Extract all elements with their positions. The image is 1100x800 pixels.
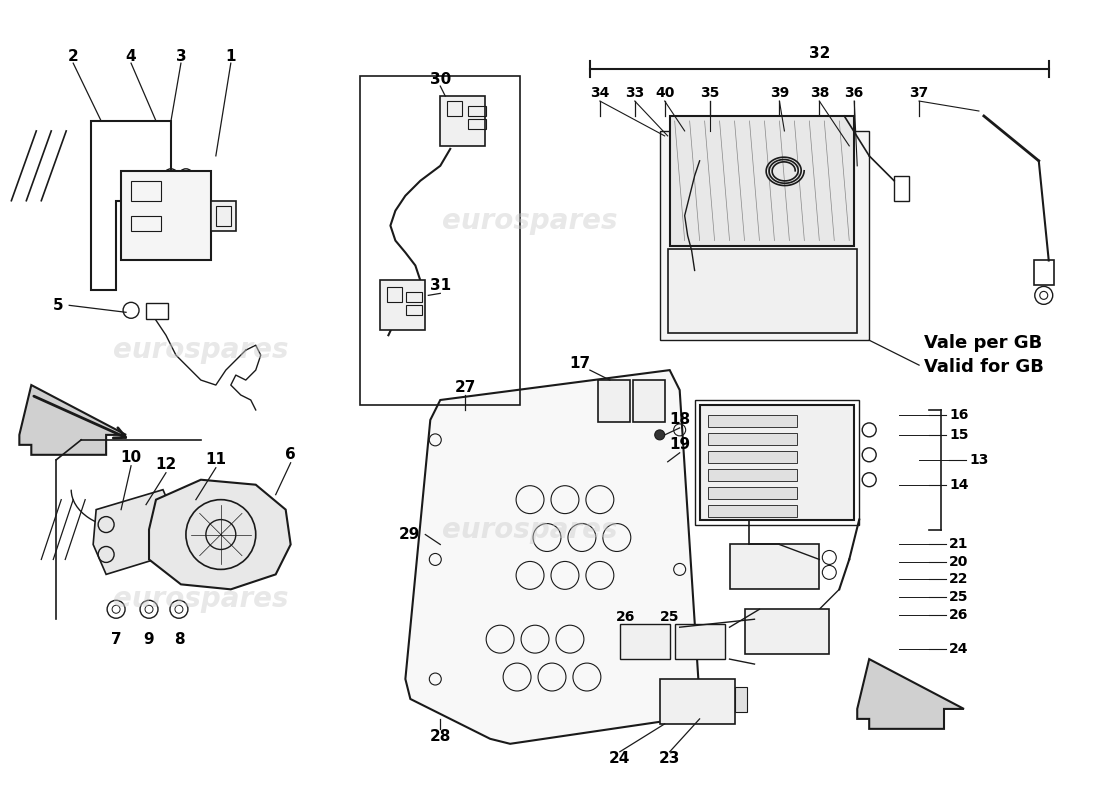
Bar — [440, 96, 485, 146]
Text: 29: 29 — [399, 527, 420, 542]
Text: 18: 18 — [669, 413, 690, 427]
Bar — [387, 287, 403, 302]
Bar — [729, 545, 820, 590]
Text: 26: 26 — [949, 608, 968, 622]
Text: 10: 10 — [121, 450, 142, 466]
Bar — [707, 486, 798, 498]
Text: 21: 21 — [949, 538, 968, 551]
Text: Vale per GB
Valid for GB: Vale per GB Valid for GB — [924, 334, 1044, 376]
Bar — [121, 170, 211, 261]
Text: 16: 16 — [949, 408, 968, 422]
Bar — [469, 106, 486, 116]
Polygon shape — [857, 659, 964, 729]
Text: 2: 2 — [68, 49, 78, 64]
Text: eurospares: eurospares — [442, 206, 618, 234]
Bar — [469, 119, 486, 129]
Polygon shape — [148, 480, 290, 590]
Bar — [381, 281, 426, 330]
Text: 40: 40 — [654, 86, 674, 100]
Bar — [131, 181, 161, 201]
Bar — [707, 433, 798, 445]
Text: 33: 33 — [625, 86, 645, 100]
Bar — [406, 292, 422, 302]
Text: 22: 22 — [949, 572, 968, 586]
Bar — [707, 505, 798, 517]
Text: 3: 3 — [176, 49, 186, 64]
Text: eurospares: eurospares — [442, 515, 618, 543]
Text: 11: 11 — [206, 452, 227, 467]
Bar — [619, 624, 670, 659]
Bar — [707, 451, 798, 462]
Text: 37: 37 — [910, 86, 928, 100]
Text: 38: 38 — [810, 86, 829, 100]
Text: 13: 13 — [969, 453, 988, 466]
Text: 24: 24 — [609, 751, 630, 766]
Text: 7: 7 — [111, 632, 121, 646]
Text: 39: 39 — [770, 86, 789, 100]
Bar — [448, 101, 462, 116]
Bar — [632, 380, 664, 422]
Text: 20: 20 — [949, 555, 968, 570]
Circle shape — [654, 430, 664, 440]
Bar — [700, 405, 855, 519]
Text: 34: 34 — [591, 86, 609, 100]
Polygon shape — [94, 490, 176, 574]
Bar — [660, 679, 735, 724]
Text: 5: 5 — [53, 298, 63, 313]
Bar — [668, 249, 857, 334]
Bar — [598, 380, 630, 422]
Text: 6: 6 — [285, 447, 296, 462]
Text: eurospares: eurospares — [113, 586, 288, 614]
Bar — [211, 201, 235, 230]
Text: 25: 25 — [949, 590, 968, 604]
Text: 8: 8 — [174, 632, 185, 646]
Bar — [707, 469, 798, 481]
Text: 27: 27 — [454, 379, 476, 394]
Text: eurospares: eurospares — [113, 336, 288, 364]
Text: 4: 4 — [125, 49, 136, 64]
Text: 12: 12 — [155, 458, 177, 472]
Bar — [670, 116, 855, 246]
Bar — [894, 176, 909, 201]
Text: 30: 30 — [430, 72, 451, 86]
Text: 26: 26 — [615, 610, 635, 624]
Bar — [707, 415, 798, 427]
Text: 15: 15 — [949, 428, 968, 442]
Text: 32: 32 — [808, 46, 830, 61]
Text: 9: 9 — [144, 632, 154, 646]
Text: 36: 36 — [845, 86, 864, 100]
Text: 35: 35 — [700, 86, 719, 100]
Text: 25: 25 — [660, 610, 679, 624]
Text: 31: 31 — [430, 278, 451, 293]
Text: 28: 28 — [430, 730, 451, 744]
Bar — [361, 76, 520, 405]
Bar — [694, 400, 859, 525]
Polygon shape — [20, 385, 126, 455]
Bar — [745, 610, 829, 654]
Bar — [735, 687, 747, 712]
Bar — [131, 216, 161, 230]
Text: 19: 19 — [669, 438, 690, 452]
Bar — [660, 131, 869, 340]
Bar — [674, 624, 725, 659]
Bar — [1034, 261, 1054, 286]
Bar — [146, 303, 168, 319]
Bar — [216, 206, 231, 226]
Text: 23: 23 — [659, 751, 681, 766]
Bar — [406, 306, 422, 315]
Text: 17: 17 — [570, 356, 591, 370]
Polygon shape — [406, 370, 700, 744]
Text: 1: 1 — [226, 49, 236, 64]
Text: 24: 24 — [949, 642, 968, 656]
Text: 14: 14 — [949, 478, 968, 492]
